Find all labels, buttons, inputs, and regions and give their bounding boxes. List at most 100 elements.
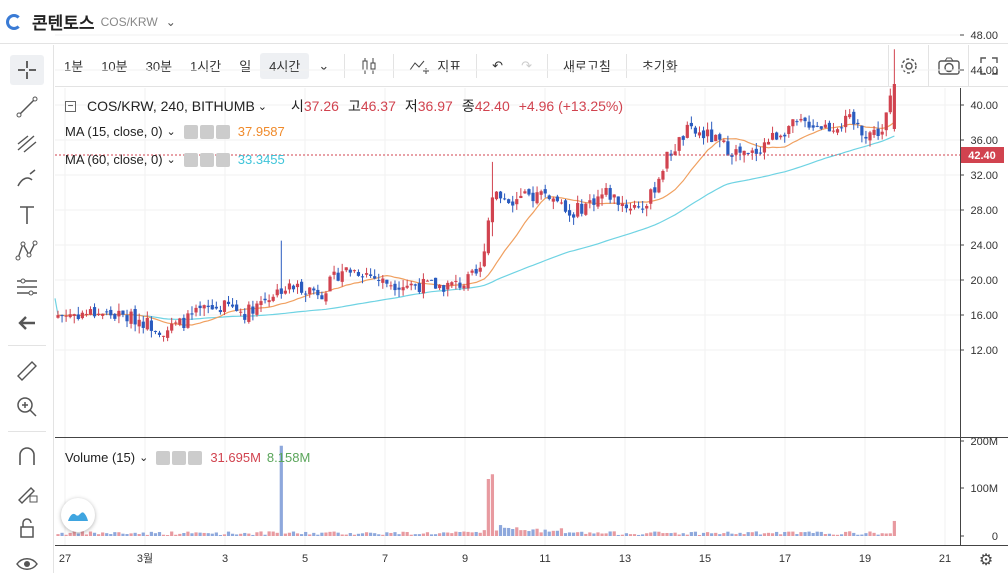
fullscreen-icon[interactable] (968, 45, 1008, 87)
volume-bar (356, 533, 361, 536)
time-tick-label: 9 (462, 553, 468, 565)
volume-bar (649, 532, 653, 536)
volume-ma-value: 8.158M (266, 450, 311, 465)
interval-4h[interactable]: 4시간 (260, 52, 310, 79)
collapse-legend-icon[interactable]: − (65, 100, 76, 112)
time-tick-label: 27 (59, 553, 71, 565)
pitchfork-icon[interactable] (10, 128, 44, 158)
candle-type-icon[interactable] (351, 53, 387, 79)
volume-chevron-icon[interactable]: ⌄ (139, 452, 149, 464)
volume-bar (373, 533, 377, 536)
coin-select-chevron-icon[interactable]: ⌄ (165, 14, 176, 29)
crosshair-icon[interactable] (10, 55, 44, 85)
volume-bar (669, 533, 673, 536)
candle-body (876, 128, 880, 137)
ma15-controls[interactable] (183, 124, 230, 139)
candle-body (819, 126, 823, 129)
indicator-button[interactable]: 지표 (400, 53, 470, 79)
zoom-in-icon[interactable] (10, 392, 44, 422)
candle-body (332, 271, 336, 275)
ma60-chevron-icon[interactable]: ⌄ (166, 154, 176, 166)
candle-body (490, 197, 495, 223)
close-label: 종 (461, 98, 475, 114)
last-price-tag-text: 42.40 (968, 150, 996, 162)
candle-body (243, 314, 247, 320)
volume-bar (454, 531, 458, 536)
candle-body (835, 129, 840, 133)
volume-bar (770, 533, 775, 536)
volume-bar (831, 534, 836, 536)
interval-1m[interactable]: 1분 (64, 59, 84, 74)
ma15-chevron-icon[interactable]: ⌄ (166, 126, 176, 138)
candle-body (872, 129, 876, 135)
volume-bar (592, 533, 596, 536)
candle-body (657, 178, 661, 193)
volume-value: 31.695M (210, 450, 261, 465)
volume-bar (263, 534, 267, 536)
back-arrow-icon[interactable] (10, 308, 44, 338)
candle-body (239, 311, 243, 313)
candle-body (766, 141, 771, 145)
ruler-icon[interactable] (10, 356, 44, 386)
candle-body (389, 285, 393, 287)
candle-body (831, 130, 836, 132)
redo-icon[interactable]: ↷ (521, 57, 532, 73)
volume-bar (129, 533, 133, 536)
magnet-icon[interactable] (10, 441, 44, 471)
candle-body (137, 319, 141, 327)
volume-bar (872, 532, 876, 536)
volume-bar (161, 534, 166, 536)
interval-dropdown-chevron-icon[interactable]: ⌄ (318, 57, 330, 73)
interval-30m[interactable]: 30분 (145, 59, 173, 74)
volume-bar (580, 531, 584, 536)
candle-body (304, 293, 308, 295)
candle-body (892, 84, 896, 129)
candle-body (222, 300, 227, 312)
trend-line-icon[interactable] (10, 92, 44, 122)
fib-retracement-icon[interactable] (10, 272, 44, 302)
volume-bar (121, 533, 125, 536)
tradingview-logo-icon[interactable] (61, 498, 95, 532)
volume-controls[interactable] (156, 450, 203, 465)
candle-body (693, 127, 698, 134)
candle-body (543, 189, 547, 194)
text-tool-icon[interactable] (10, 200, 44, 230)
time-axis-settings-icon[interactable]: ⚙ (978, 552, 994, 569)
candle-body (157, 332, 162, 335)
undo-icon[interactable]: ↶ (492, 57, 504, 73)
candle-body (519, 195, 523, 199)
symbol-chevron-icon[interactable]: ⌄ (257, 100, 267, 113)
visibility-eye-icon[interactable] (10, 549, 44, 579)
pattern-icon[interactable] (10, 236, 44, 266)
unlock-icon[interactable] (10, 513, 44, 543)
volume-bar (230, 533, 235, 536)
brush-icon[interactable] (10, 164, 44, 194)
volume-bar (880, 533, 884, 536)
candle-body (576, 202, 580, 217)
candle-body (397, 287, 401, 290)
change-value: +4.96 (+13.25%) (518, 98, 624, 114)
interval-day[interactable]: 일 (239, 59, 252, 74)
open-value: 37.26 (303, 98, 339, 114)
interval-10m[interactable]: 10분 (101, 59, 128, 74)
volume-bar (247, 533, 251, 536)
candle-body (726, 141, 730, 156)
interval-1h[interactable]: 1시간 (190, 59, 222, 74)
volume-bar (515, 527, 519, 536)
volume-bar (385, 532, 389, 536)
reset-button[interactable]: 초기화 (641, 59, 678, 74)
candle-body (214, 306, 218, 309)
volume-bar (141, 532, 145, 536)
camera-icon[interactable] (928, 45, 968, 87)
volume-bar (661, 533, 665, 536)
candle-body (697, 132, 702, 136)
volume-bar (576, 532, 580, 536)
settings-gear-icon[interactable] (888, 45, 928, 87)
refresh-button[interactable]: 새로고침 (562, 59, 611, 74)
volume-bar (726, 531, 730, 536)
indicator-icon (409, 60, 430, 74)
price-tick-label: 16.00 (970, 310, 998, 322)
candle-body (454, 280, 458, 282)
ma60-controls[interactable] (183, 152, 230, 167)
lock-drawing-icon[interactable] (10, 477, 44, 507)
